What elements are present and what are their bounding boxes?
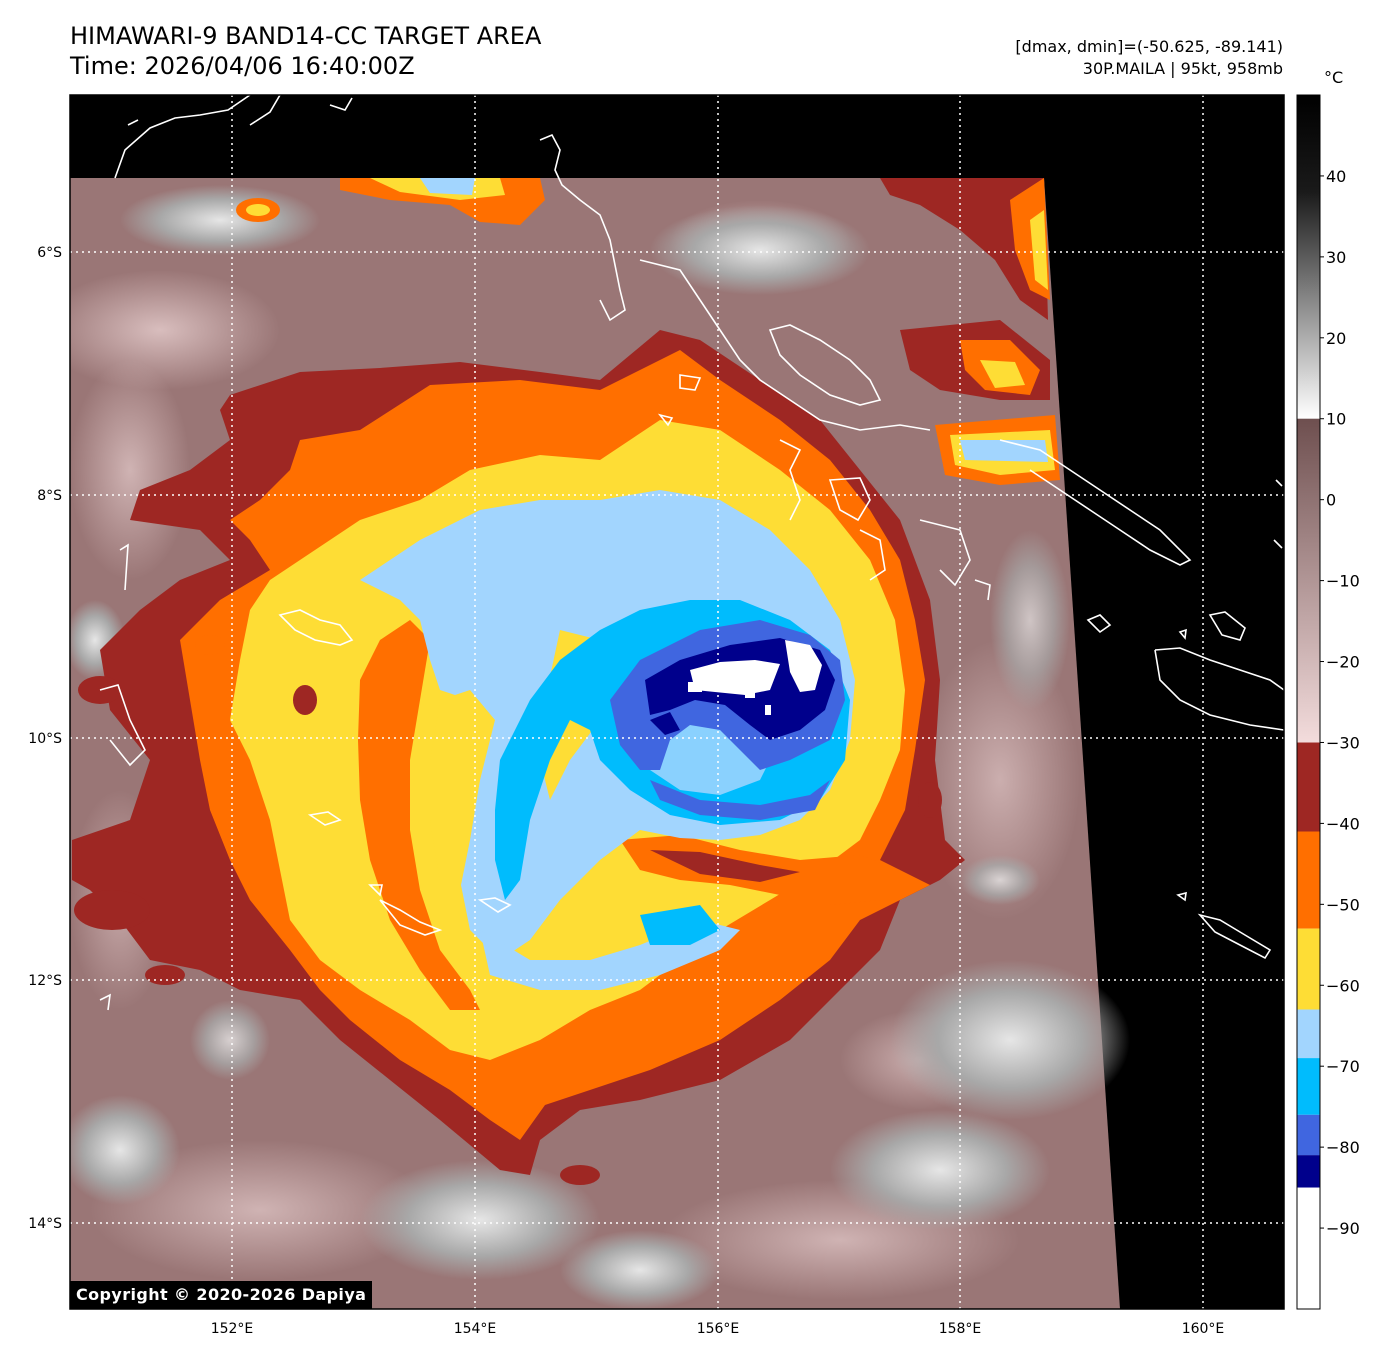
colorbar-tick-label: 20 [1326,329,1346,348]
colorbar-unit: °C [1324,68,1344,87]
colorbar-band [1297,831,1320,929]
map-frame [69,94,1285,1310]
colorbar-frame [1296,94,1321,1310]
colorbar-tick-label: −10 [1326,572,1360,591]
colorbar-band [1297,928,1320,1010]
map-imagery [70,95,1284,1309]
lat-label: 6°S [37,245,62,261]
colorbar-tick-label: −90 [1326,1219,1360,1238]
temperature-range-text: [dmax, dmin]=(-50.625, -89.141) [1015,37,1283,56]
gray-cloud-patches [70,185,1130,1309]
colorbar-tick-label: 30 [1326,248,1346,267]
longitude-labels: 152°E 154°E 156°E 158°E 160°E [211,1321,1225,1337]
colorbar-band [1297,742,1320,832]
colorbar-tick-label: −50 [1326,895,1360,914]
lon-label: 156°E [697,1321,740,1337]
colorbar-tick-label: −20 [1326,653,1360,672]
colorbar-tick-label: −40 [1326,814,1360,833]
copyright-label: Copyright © 2020-2026 Dapiya [70,1281,373,1309]
colorbar-band [1297,1114,1320,1156]
colorbar-tick-label: −30 [1326,734,1360,753]
colorbar-band [1297,418,1320,743]
chart-title: HIMAWARI-9 BAND14-CC TARGET AREA [70,22,542,50]
lat-label: 12°S [28,973,62,989]
colorbar-tick-label: −70 [1326,1057,1360,1076]
colorbar-band [1297,1187,1320,1309]
storm-info-text: 30P.MAILA | 95kt, 958mb [1082,59,1283,78]
colorbar-tick-label: −80 [1326,1138,1360,1157]
lat-label: 8°S [37,488,62,504]
lon-label: 154°E [454,1321,497,1337]
chart-time: Time: 2026/04/06 16:40:00Z [70,52,415,80]
colorbar-band [1297,1009,1320,1059]
colorbar [1296,94,1321,1310]
lon-label: 158°E [939,1321,982,1337]
colorbar-tick-label: −60 [1326,976,1360,995]
colorbar-band [1297,1058,1320,1115]
latitude-labels: 6°S 8°S 10°S 12°S 14°S [28,245,62,1232]
colorbar-tick-label: 0 [1326,491,1336,510]
colorbar-band [1297,1155,1320,1188]
lon-label: 152°E [211,1321,254,1337]
colorbar-tick-label: 40 [1326,167,1346,186]
lat-label: 10°S [28,731,62,747]
colorbar-tick-label: 10 [1326,410,1346,429]
lon-label: 160°E [1182,1321,1225,1337]
colorbar-band [1297,95,1320,419]
northern-convection [236,178,1060,485]
coastlines [99,95,1284,1011]
lat-label: 14°S [28,1216,62,1232]
graticule [70,95,1284,1309]
cyclone-cloud-shield [72,330,965,1175]
colorbar-ticks: 40 30 20 10 0 −10 −20 −30 −40 −50 −60 −70 −80 −90 [1320,167,1360,1238]
coldest-tops [688,640,822,715]
